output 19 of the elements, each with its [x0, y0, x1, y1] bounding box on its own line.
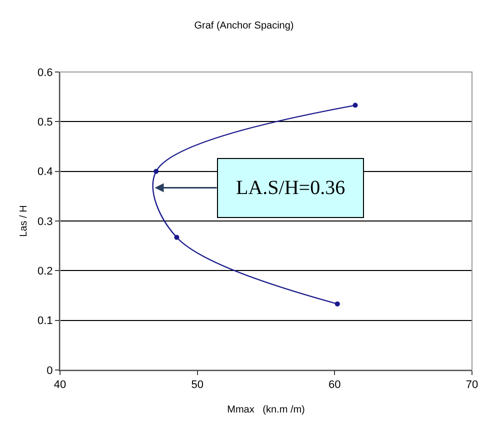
x-tick-label: 50 — [191, 379, 204, 392]
annotation: LA.S/H=0.36 — [236, 177, 346, 199]
point — [352, 102, 358, 108]
y-tick-label: 0.6 — [38, 66, 53, 79]
x-tick-label: 60 — [328, 379, 341, 392]
x-tick-label: 40 — [54, 379, 66, 392]
y-axis-title: Las / H — [18, 205, 30, 237]
y-tick-label: 0 — [46, 364, 53, 377]
x-tick-label: 70 — [466, 379, 478, 392]
y-tick-label: 0.4 — [38, 166, 53, 178]
y-tick-label: 0.5 — [38, 116, 53, 129]
point — [334, 301, 340, 306]
point — [154, 168, 159, 174]
x-axis-title: Mmax (kn.m /m) — [227, 404, 305, 416]
y-tick-label: 0.1 — [38, 315, 53, 328]
chart-title: Graf (Anchor Spacing) — [194, 20, 294, 32]
y-tick-label: 0.3 — [38, 216, 53, 228]
point — [174, 234, 180, 240]
y-tick-label: 0.2 — [38, 266, 53, 278]
